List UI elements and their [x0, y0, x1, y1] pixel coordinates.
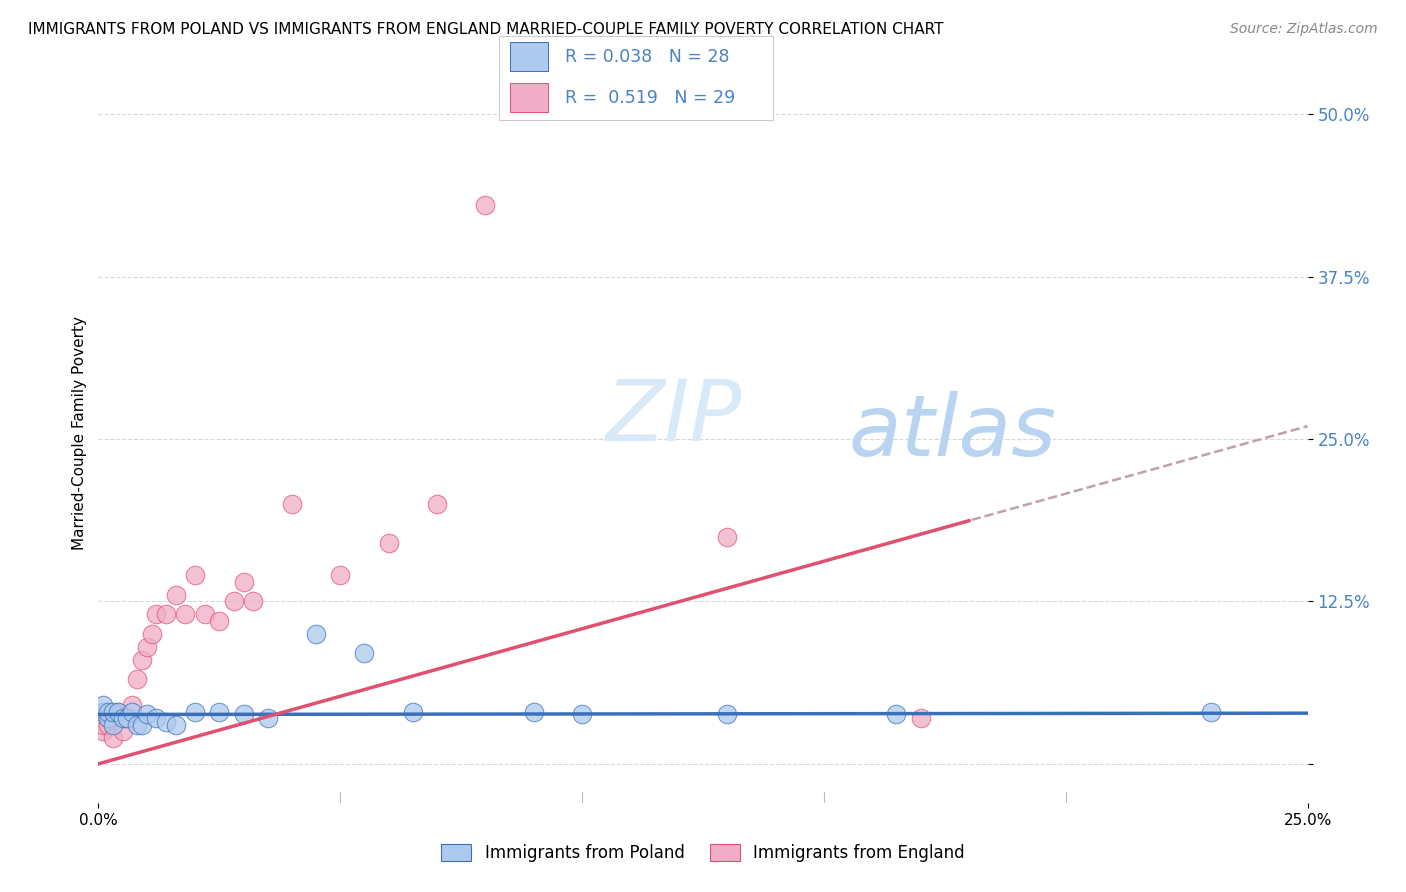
Point: [886, 707, 908, 722]
Point: [232, 707, 254, 722]
Point: [1199, 705, 1222, 719]
Text: Source: ZipAtlas.com: Source: ZipAtlas.com: [1230, 22, 1378, 37]
Point: [523, 705, 546, 719]
Point: [117, 711, 139, 725]
Point: [91, 718, 114, 732]
Point: [117, 711, 139, 725]
Point: [165, 718, 187, 732]
Text: R =  0.519   N = 29: R = 0.519 N = 29: [565, 88, 735, 106]
Point: [716, 707, 738, 722]
Point: [281, 497, 304, 511]
Point: [107, 705, 129, 719]
Point: [141, 627, 163, 641]
Point: [208, 705, 231, 719]
Point: [256, 711, 278, 725]
Point: [127, 673, 149, 687]
Text: ZIP: ZIP: [606, 376, 742, 459]
Point: [184, 568, 207, 582]
Point: [121, 705, 143, 719]
Text: atlas: atlas: [848, 391, 1056, 475]
Point: [131, 718, 153, 732]
Point: [155, 607, 177, 622]
Point: [910, 711, 932, 725]
Point: [127, 718, 149, 732]
Point: [716, 529, 738, 543]
Bar: [510, 43, 548, 71]
Point: [97, 711, 120, 725]
Point: [91, 698, 114, 713]
Point: [91, 724, 114, 739]
Point: [174, 607, 197, 622]
Point: [121, 698, 143, 713]
Point: [208, 614, 231, 628]
Point: [101, 705, 124, 719]
Point: [474, 198, 496, 212]
Point: [426, 497, 449, 511]
Point: [155, 715, 177, 730]
Point: [194, 607, 217, 622]
Point: [165, 588, 187, 602]
Point: [111, 711, 134, 725]
Point: [101, 718, 124, 732]
Point: [97, 718, 120, 732]
Point: [131, 653, 153, 667]
Point: [135, 640, 157, 654]
Point: [135, 707, 157, 722]
Point: [232, 574, 254, 589]
Text: R = 0.038   N = 28: R = 0.038 N = 28: [565, 48, 730, 66]
Point: [571, 707, 593, 722]
Point: [97, 705, 120, 719]
Bar: [510, 83, 548, 112]
Point: [242, 594, 264, 608]
Point: [377, 536, 399, 550]
Point: [145, 711, 167, 725]
Point: [107, 705, 129, 719]
Point: [145, 607, 167, 622]
Point: [111, 724, 134, 739]
Y-axis label: Married-Couple Family Poverty: Married-Couple Family Poverty: [72, 316, 87, 549]
Point: [305, 627, 328, 641]
Point: [402, 705, 425, 719]
Point: [91, 705, 114, 719]
Point: [184, 705, 207, 719]
Point: [353, 647, 375, 661]
Legend: Immigrants from Poland, Immigrants from England: Immigrants from Poland, Immigrants from …: [434, 837, 972, 869]
Point: [101, 731, 124, 745]
Text: IMMIGRANTS FROM POLAND VS IMMIGRANTS FROM ENGLAND MARRIED-COUPLE FAMILY POVERTY : IMMIGRANTS FROM POLAND VS IMMIGRANTS FRO…: [28, 22, 943, 37]
Point: [222, 594, 245, 608]
Point: [329, 568, 352, 582]
